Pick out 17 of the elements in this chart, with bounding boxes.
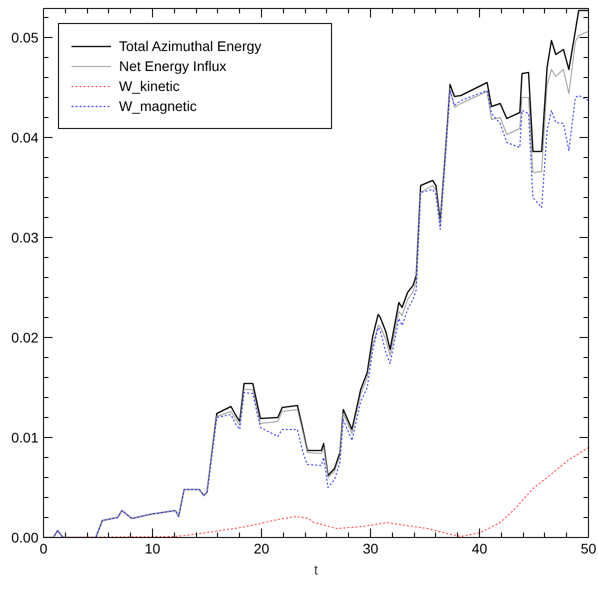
legend-label: Total Azimuthal Energy: [119, 37, 262, 56]
y-tick-label: 0.05: [11, 30, 39, 46]
x-tick-label: 20: [254, 540, 270, 556]
legend-label: W_kinetic: [119, 77, 181, 96]
legend-label: Net Energy Influx: [119, 57, 228, 76]
y-tick-label: 0.04: [11, 130, 39, 146]
x-tick-label: 50: [580, 540, 596, 556]
x-axis-title: t: [314, 562, 318, 578]
x-tick-label: 30: [362, 540, 378, 556]
y-tick-label: 0.02: [11, 330, 39, 346]
y-tick-label: 0.01: [11, 430, 39, 446]
y-tick-label: 0.03: [11, 230, 39, 246]
x-tick-label: 0: [40, 540, 48, 556]
x-tick-label: 40: [472, 540, 488, 556]
y-tick-label: 0.00: [11, 530, 39, 546]
x-tick-label: 10: [144, 540, 160, 556]
legend-label: W_magnetic: [119, 97, 198, 116]
